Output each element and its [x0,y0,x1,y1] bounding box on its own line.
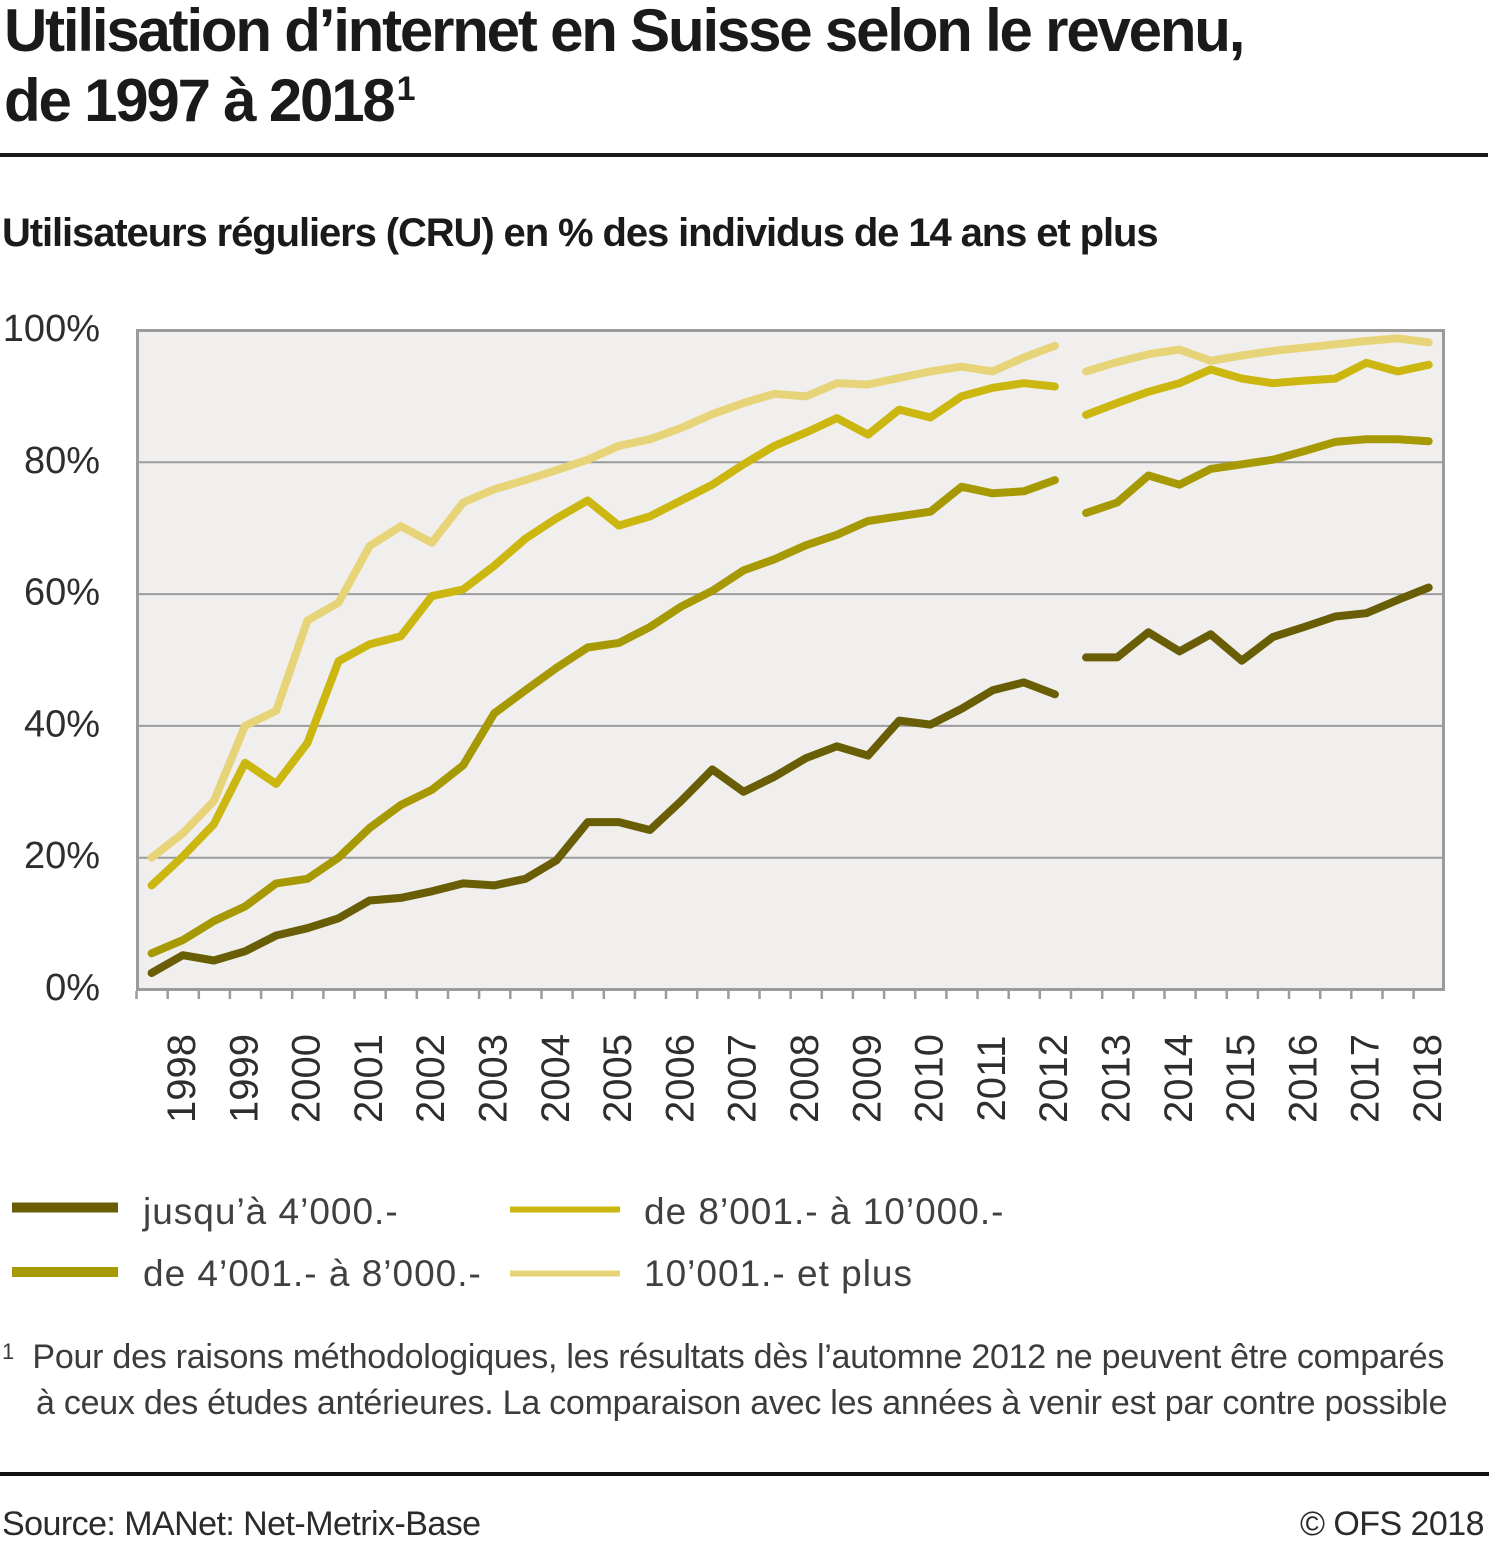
svg-text:2009: 2009 [845,1034,889,1123]
svg-text:2014: 2014 [1157,1034,1201,1123]
svg-text:2008: 2008 [783,1034,827,1123]
svg-text:100%: 100% [3,308,100,350]
svg-text:2002: 2002 [409,1034,453,1123]
svg-text:1999: 1999 [222,1034,266,1123]
svg-text:2003: 2003 [472,1034,516,1123]
svg-text:80%: 80% [24,440,100,482]
svg-text:2001: 2001 [347,1034,391,1123]
svg-text:40%: 40% [24,703,100,745]
svg-text:2011: 2011 [970,1035,1014,1121]
svg-text:20%: 20% [24,835,100,877]
svg-text:2006: 2006 [658,1034,702,1123]
svg-text:2017: 2017 [1344,1034,1388,1123]
svg-text:2016: 2016 [1281,1034,1325,1123]
svg-text:2007: 2007 [721,1034,765,1123]
svg-text:2004: 2004 [534,1034,578,1123]
svg-text:2005: 2005 [596,1034,640,1123]
svg-text:2000: 2000 [285,1034,329,1123]
svg-text:2018: 2018 [1406,1034,1450,1123]
svg-text:2015: 2015 [1219,1034,1263,1123]
svg-text:2013: 2013 [1095,1034,1139,1123]
svg-text:2012: 2012 [1032,1034,1076,1123]
svg-text:2010: 2010 [908,1034,952,1123]
svg-text:0%: 0% [45,967,100,1009]
svg-text:60%: 60% [24,572,100,614]
svg-text:1998: 1998 [160,1034,204,1123]
